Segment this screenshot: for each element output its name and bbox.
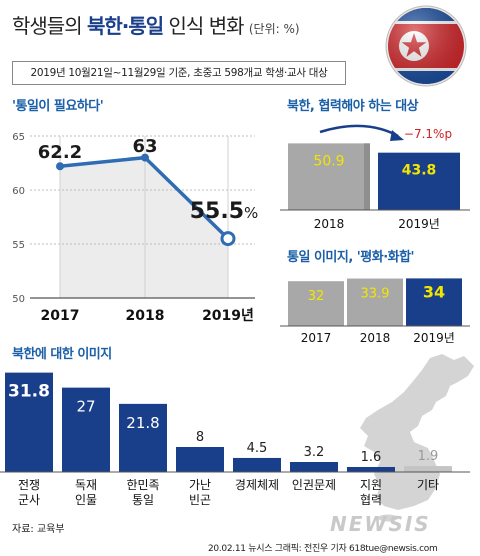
x-tick-label: 인권문제 <box>292 478 336 492</box>
x-tick-label-line: 협력 <box>360 493 382 507</box>
bar <box>119 403 167 472</box>
bar <box>62 387 110 472</box>
bar <box>5 372 53 472</box>
section-title-nk-image: 북한에 대한 이미지 <box>12 347 112 362</box>
section-title-peace-harmony: 통일 이미지, '평화·화합' <box>287 250 415 265</box>
data-label: 1.6 <box>361 450 382 465</box>
data-point <box>56 162 64 171</box>
data-label: 34 <box>423 282 445 301</box>
x-tick-label-line: 가난 <box>189 478 211 492</box>
data-label: 33.9 <box>361 287 390 302</box>
credit-line: 20.02.11 뉴시스 그래픽: 전진우 기자 618tue@newsis.c… <box>208 544 438 554</box>
x-tick-label: 2019년 <box>202 308 254 324</box>
data-label: 3.2 <box>304 445 325 460</box>
x-tick-label: 2018 <box>360 331 391 345</box>
subtitle-box: 2019년 10월21일~11월29일 기준, 초중고 598개교 학생·교사 … <box>12 61 346 85</box>
data-point <box>220 231 236 247</box>
x-tick-label-line: 기타 <box>417 478 439 492</box>
data-label: 43.8 <box>402 163 437 179</box>
x-tick-label: 2019년 <box>413 331 455 345</box>
x-tick-label: 전쟁 군사 <box>18 478 40 507</box>
arrow-head <box>390 130 404 141</box>
north-korea-flag-icon <box>385 5 467 87</box>
title-part-3: 인식 변화 <box>168 14 245 38</box>
bar <box>378 152 460 210</box>
newsis-logo: NEWSIS <box>330 512 431 536</box>
x-tick-label: 2018 <box>314 217 345 231</box>
y-tick-label: 65 <box>12 132 25 143</box>
data-label: 32 <box>308 289 325 304</box>
source-note: 자료: 교육부 <box>12 524 65 535</box>
y-tick-label: 50 <box>12 294 25 305</box>
x-tick-label-line: 지원 <box>360 478 382 492</box>
x-tick-label: 가난 빈곤 <box>189 478 211 507</box>
data-label: 62.2 <box>38 142 82 163</box>
x-tick-label-line: 경제체제 <box>235 478 279 492</box>
bar-chart-nk-image: 31.8 전쟁 군사 27 독재 인물 21.8 한민족 통일 8 가난 빈곤 4.5 경제체제 3.2 인권… <box>0 372 470 507</box>
x-tick-label-line: 빈곤 <box>189 493 211 507</box>
unit-label: (단위: %) <box>248 22 300 36</box>
data-label: 4.5 <box>247 441 268 456</box>
x-tick-label-line: 인물 <box>75 493 97 507</box>
change-arrow <box>319 124 399 138</box>
x-tick-label: 경제체제 <box>235 478 279 492</box>
bar-chart-cooperation: 50.9 2018 43.8 2019년 −7.1%p <box>280 124 470 231</box>
data-label: 8 <box>196 430 204 445</box>
x-tick-label: 기타 <box>417 478 439 492</box>
bar-chart-peace-harmony: 32 2017 33.9 2018 34 2019년 <box>280 278 470 345</box>
x-tick-label: 한민족 통일 <box>126 478 159 507</box>
bar <box>404 466 452 472</box>
line-area-fill <box>60 157 228 298</box>
x-tick-label-line: 인권문제 <box>292 478 336 492</box>
x-tick-label: 독재 인물 <box>75 478 97 507</box>
bar <box>288 281 344 326</box>
title-part-1: 학생들의 <box>12 14 83 38</box>
x-tick-label: 2019년 <box>398 217 440 231</box>
x-tick-label-line: 통일 <box>132 493 154 507</box>
x-tick-label-line: 독재 <box>75 478 97 492</box>
section-title-cooperation-target: 북한, 협력해야 하는 대상 <box>287 99 419 114</box>
x-tick-label: 지원 협력 <box>360 478 382 507</box>
bar <box>347 278 403 326</box>
change-annotation: −7.1%p <box>404 127 452 141</box>
line-chart-unification: 65 60 55 50 62.2 63 55.5% 2017 2018 2019년 <box>12 132 259 324</box>
data-label: 31.8 <box>8 382 50 402</box>
y-tick-label: 55 <box>12 240 25 251</box>
data-label: 1.9 <box>418 449 439 464</box>
subtitle: 2019년 10월21일~11월29일 기준, 초중고 598개교 학생·교사 … <box>30 67 328 79</box>
data-label: 50.9 <box>313 153 344 169</box>
x-tick-label: 2017 <box>41 308 80 324</box>
bar <box>406 278 462 326</box>
x-tick-label: 2017 <box>301 331 332 345</box>
data-label: 27 <box>76 398 95 416</box>
bar <box>290 462 338 472</box>
data-label: 55.5% <box>190 199 259 224</box>
y-tick-label: 60 <box>12 186 25 197</box>
x-tick-label-line: 군사 <box>18 493 40 507</box>
data-point <box>141 153 149 162</box>
data-label: 21.8 <box>126 414 159 432</box>
page-title: 학생들의 북한·통일 인식 변화 (단위: %) <box>12 10 300 39</box>
bar <box>288 143 370 210</box>
x-tick-label-line: 한민족 <box>126 478 159 492</box>
bar <box>233 457 281 472</box>
x-tick-label-line: 전쟁 <box>18 478 40 492</box>
bar <box>176 447 224 472</box>
data-label: 63 <box>132 136 157 157</box>
bar-shade <box>364 143 370 210</box>
section-title-unification-needed: '통일이 필요하다' <box>12 99 104 114</box>
title-part-2: 북한·통일 <box>86 14 164 38</box>
bar <box>347 467 395 472</box>
x-tick-label: 2018 <box>126 308 165 324</box>
data-label-unit: % <box>244 204 258 222</box>
